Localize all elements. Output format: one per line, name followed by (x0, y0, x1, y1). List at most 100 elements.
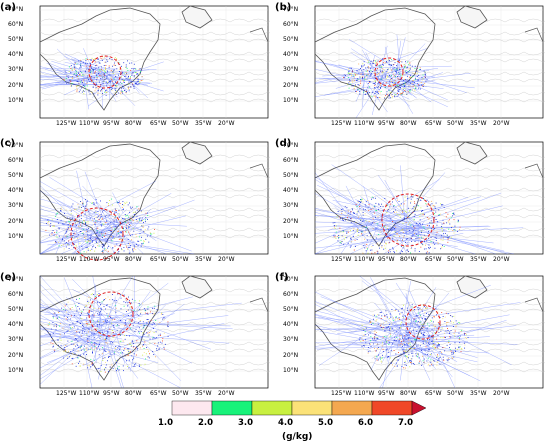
latitude-label: 70°N (8, 142, 24, 149)
pressure-contour (39, 98, 270, 103)
longitude-label: 35°W (195, 390, 212, 397)
pressure-contour (314, 31, 545, 36)
longitude-label: 95°W (103, 390, 120, 397)
pressure-contour (314, 214, 545, 219)
colorbar-segment (211, 400, 253, 416)
panel-label: (d) (275, 138, 292, 149)
longitude-label: 110°W (354, 256, 375, 263)
longitude-label: 95°W (103, 120, 120, 127)
colorbar-tick-label: 3.0 (238, 418, 254, 428)
pressure-contour (39, 154, 270, 159)
latitude-label: 10°N (8, 97, 24, 104)
latitude-label: 60°N (8, 291, 24, 298)
longitude-label: 35°W (470, 120, 487, 127)
map-area (39, 275, 270, 389)
longitude-label: 80°W (125, 256, 142, 263)
colorbar-tick-label: 1.0 (158, 418, 174, 428)
pressure-contour (39, 368, 270, 373)
longitude-label: 65°W (425, 390, 442, 397)
pressure-contour (39, 91, 270, 96)
map-canvas (314, 141, 545, 255)
latitude-label: 30°N (283, 202, 299, 209)
map-area (39, 5, 270, 119)
longitude-label: 125°W (331, 120, 352, 127)
source-region-circle (88, 291, 134, 337)
moisture-points (332, 195, 461, 254)
pressure-contour (314, 301, 545, 306)
longitude-label: 20°W (493, 120, 510, 127)
pressure-contour (314, 58, 545, 63)
latitude-label: 70°N (283, 6, 299, 13)
latitude-label: 30°N (8, 202, 24, 209)
colorbar-segment (331, 400, 373, 416)
latitude-label: 10°N (283, 97, 299, 104)
longitude-label: 110°W (354, 390, 375, 397)
latitude-label: 60°N (283, 21, 299, 28)
longitude-label: 50°W (172, 390, 189, 397)
longitude-label: 35°W (470, 390, 487, 397)
latitude-label: 30°N (283, 336, 299, 343)
pressure-contour (314, 227, 545, 232)
map-canvas (39, 275, 270, 389)
colorbar-segment (291, 400, 333, 416)
colorbar-unit: (g/kg) (282, 432, 313, 442)
panel-label: (f) (275, 272, 289, 283)
latitude-label: 30°N (8, 66, 24, 73)
moisture-points (47, 293, 169, 373)
greenland-outline (181, 141, 213, 165)
latitude-label: 50°N (8, 306, 24, 313)
panel-label: (c) (0, 138, 16, 149)
longitude-label: 35°W (195, 256, 212, 263)
latitude-label: 20°N (8, 82, 24, 89)
pressure-contour (314, 91, 545, 96)
pressure-contour (39, 38, 270, 43)
latitude-label: 40°N (283, 187, 299, 194)
pressure-contour (39, 328, 270, 333)
longitude-label: 65°W (425, 256, 442, 263)
pressure-contour (39, 341, 270, 346)
coastline (39, 277, 161, 381)
latitude-label: 40°N (8, 51, 24, 58)
longitude-label: 50°W (172, 256, 189, 263)
europe-coast (249, 297, 269, 313)
pressure-contour (314, 288, 545, 293)
source-region-circle (381, 193, 435, 247)
colorbar-tick-label: 2.0 (198, 418, 214, 428)
latitude-label: 70°N (8, 6, 24, 13)
map-panel: (a) 70°N 60°N 50°N 40°N 30°N 20°N 10°N 125°W 110°… (0, 2, 270, 128)
map-canvas (39, 5, 270, 119)
pressure-contour (314, 98, 545, 103)
map-canvas (314, 275, 545, 389)
pressure-contour (39, 31, 270, 36)
pressure-contour (39, 167, 270, 172)
greenland-outline (181, 275, 213, 299)
longitude-label: 20°W (218, 120, 235, 127)
longitude-label: 125°W (331, 256, 352, 263)
longitude-label: 110°W (79, 256, 100, 263)
longitude-label: 20°W (218, 256, 235, 263)
latitude-label: 50°N (8, 36, 24, 43)
longitude-label: 110°W (79, 390, 100, 397)
pressure-contour (314, 187, 545, 192)
latitude-label: 40°N (283, 321, 299, 328)
longitude-label: 50°W (447, 120, 464, 127)
map-area (314, 5, 545, 119)
longitude-label: 20°W (493, 256, 510, 263)
pressure-contour (314, 78, 545, 83)
latitude-label: 70°N (8, 276, 24, 283)
longitude-label: 125°W (56, 120, 77, 127)
source-region-circle (374, 57, 404, 87)
pressure-contour (314, 174, 545, 179)
latitude-label: 40°N (8, 321, 24, 328)
colorbar-extend-arrow (411, 400, 427, 416)
coastline (314, 7, 436, 111)
longitude-label: 125°W (56, 256, 77, 263)
source-region-circle (405, 304, 441, 340)
pressure-contour (314, 368, 545, 373)
colorbar-segment (251, 400, 293, 416)
europe-coast (249, 163, 269, 179)
latitude-label: 40°N (8, 187, 24, 194)
latitude-label: 20°N (283, 352, 299, 359)
greenland-outline (181, 5, 213, 29)
panel-label: (e) (0, 272, 16, 283)
